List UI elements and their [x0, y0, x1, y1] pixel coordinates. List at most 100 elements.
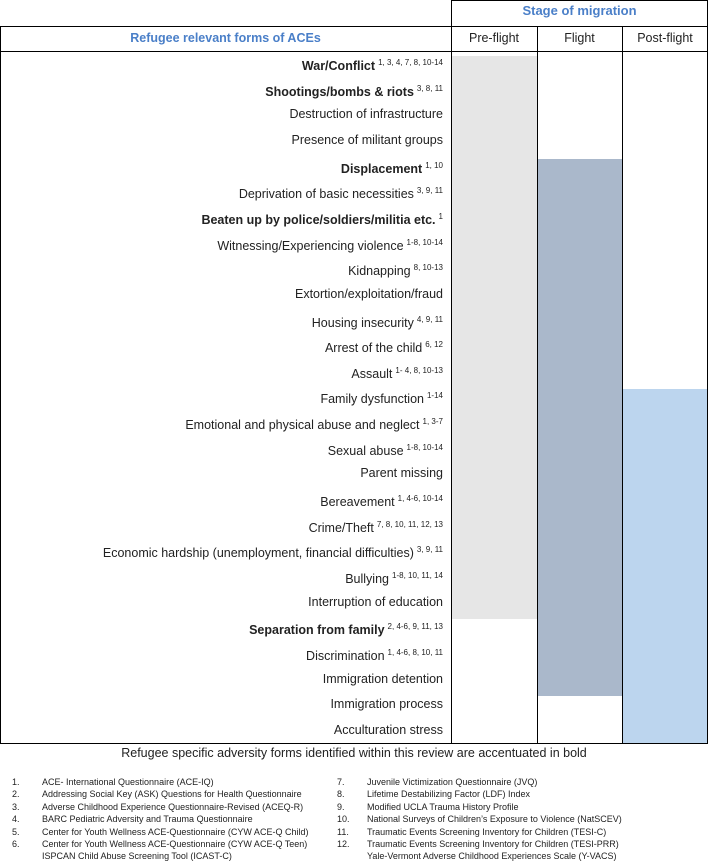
stage-bar-flight — [538, 158, 622, 697]
reference-item: 7. Juvenile Victimization Questionnaire (… — [337, 776, 537, 788]
reference-text: Traumatic Events Screening Inventory for… — [367, 826, 607, 837]
ace-row: Immigration process — [0, 693, 443, 719]
grid-line — [451, 26, 452, 744]
reference-text: Lifetime Destabilizing Factor (LDF) Inde… — [367, 789, 531, 800]
reference-item: 11. Traumatic Events Screening Inventory … — [337, 826, 606, 838]
ace-row: Beaten up by police/soldiers/militia etc… — [0, 206, 443, 232]
ace-label: Discrimination — [306, 648, 385, 663]
ace-row: Extortion/exploitation/fraud — [0, 283, 443, 309]
ace-label: Crime/Theft — [308, 520, 374, 535]
ace-label: Acculturation stress — [333, 722, 443, 737]
ace-refs: 1-8, 10, 11, 14 — [392, 571, 443, 580]
pre-flight-header: Pre-flight — [468, 31, 520, 45]
reference-text: BARC Pediatric Adversity and Trauma Ques… — [42, 814, 253, 825]
ace-refs: 1, 4-6, 10-14 — [397, 494, 443, 504]
ace-row: Discrimination 1, 4-6, 8, 10, 11 — [0, 642, 443, 668]
reference-item: 1. ACE- International Questionnaire (ACE-… — [12, 776, 214, 788]
grid-line — [451, 0, 452, 27]
reference-number: 11. — [337, 826, 349, 837]
ace-refs: 6, 12 — [425, 340, 443, 350]
ace-refs: 1, 4-6, 8, 10, 11 — [387, 647, 443, 657]
ace-row: Witnessing/Experiencing violence 1-8, 10-… — [0, 232, 443, 258]
reference-text: ACE- International Questionnaire (ACE-IQ… — [42, 777, 214, 787]
ace-label: Assault — [351, 366, 393, 381]
ace-refs: 3, 9, 11 — [416, 186, 443, 196]
ace-label: Immigration process — [330, 697, 443, 712]
grid-line — [0, 26, 1, 744]
ace-row: Deprivation of basic necessities 3, 9, 11 — [0, 180, 443, 206]
ace-row: Displacement 1, 10 — [0, 155, 443, 181]
reference-item: 2. Addressing Social Key (ASK) Questions … — [12, 788, 302, 800]
stage-of-migration-header: Stage of migration — [522, 3, 637, 18]
reference-text: Traumatic Events Screening Inventory for… — [367, 839, 619, 849]
ace-label: Destruction of infrastructure — [289, 107, 443, 122]
reference-item: 3. Adverse Childhood Experience Questionn… — [12, 801, 303, 813]
flight-header: Flight — [564, 31, 595, 45]
ace-refs: 1 — [438, 211, 443, 221]
reference-item: 5. Center for Youth Wellness ACE-Question… — [12, 826, 308, 838]
ace-row: Parent missing — [0, 462, 443, 488]
reference-number: 2. — [12, 789, 20, 800]
ace-refs: 1-8, 10-14 — [406, 442, 443, 452]
ace-row: Family dysfunction 1-14 — [0, 385, 443, 411]
ace-row: Housing insecurity 4, 9, 11 — [0, 309, 443, 335]
reference-item: ISPCAN Child Abuse Screening Tool (ICAST… — [12, 850, 232, 862]
reference-text: National Surveys of Children’s Exposure … — [367, 814, 622, 825]
ace-refs: 3, 9, 11 — [416, 545, 443, 555]
reference-text: Addressing Social Key (ASK) Questions fo… — [42, 789, 302, 800]
ace-refs: 1, 3, 4, 7, 8, 10-14 — [378, 58, 443, 67]
ace-refs: 1, 10 — [425, 160, 443, 170]
reference-item: 12. Traumatic Events Screening Inventory … — [337, 838, 619, 850]
ace-label: Witnessing/Experiencing violence — [217, 238, 404, 253]
ace-label: Arrest of the child — [324, 341, 423, 356]
reference-text: Center for Youth Wellness ACE-Questionna… — [42, 826, 309, 837]
ace-label: Family dysfunction — [320, 392, 424, 407]
ace-label: Immigration detention — [322, 671, 443, 686]
ace-label: Extortion/exploitation/fraud — [294, 286, 443, 301]
reference-item: 8. Lifetime Destabilizing Factor (LDF) In… — [337, 788, 530, 800]
ace-row: Emotional and physical abuse and neglect… — [0, 411, 443, 437]
caption: Refugee specific adversity forms identif… — [121, 746, 587, 760]
reference-number: 6. — [12, 839, 20, 849]
post-flight-header: Post-flight — [637, 31, 693, 45]
reference-text: Yale-Vermont Adverse Childhood Experienc… — [367, 851, 617, 862]
ace-row: Bullying 1-8, 10, 11, 14 — [0, 565, 443, 591]
forms-column-header: Refugee relevant forms of ACEs — [130, 31, 321, 45]
ace-row: Bereavement 1, 4-6, 10-14 — [0, 488, 443, 514]
grid-line — [0, 26, 708, 27]
ace-refs: 4, 9, 11 — [416, 314, 443, 324]
ace-label: Housing insecurity — [311, 315, 414, 330]
ace-row: Kidnapping 8, 10-13 — [0, 257, 443, 283]
grid-line — [451, 0, 708, 1]
reference-item: 6. Center for Youth Wellness ACE-Question… — [12, 838, 307, 850]
ace-label: Bullying — [345, 572, 389, 586]
ace-label: War/Conflict — [301, 59, 376, 73]
reference-number: 4. — [12, 814, 20, 825]
reference-number: 3. — [12, 801, 20, 812]
reference-number: 7. — [337, 777, 345, 787]
reference-item: 4. BARC Pediatric Adversity and Trauma Qu… — [12, 813, 253, 825]
ace-row: Economic hardship (unemployment, financi… — [0, 539, 443, 565]
ace-refs: 7, 8, 10, 11, 12, 13 — [376, 519, 443, 529]
reference-text: Center for Youth Wellness ACE-Questionna… — [42, 839, 308, 849]
ace-label: Bereavement — [320, 495, 395, 510]
reference-number: 12. — [337, 839, 350, 849]
ace-label: Economic hardship (unemployment, financi… — [102, 546, 414, 561]
ace-row: Acculturation stress — [0, 719, 443, 745]
ace-refs: 1- 4, 8, 10-13 — [395, 365, 443, 375]
ace-label: Deprivation of basic necessities — [238, 187, 414, 202]
ace-row: Crime/Theft 7, 8, 10, 11, 12, 13 — [0, 514, 443, 540]
ace-row: Assault 1- 4, 8, 10-13 — [0, 360, 443, 386]
grid-line — [0, 51, 708, 52]
reference-text: Modified UCLA Trauma History Profile — [367, 801, 519, 812]
reference-number: 5. — [12, 826, 20, 837]
ace-row: Separation from family 2, 4-6, 9, 11, 13 — [0, 616, 443, 642]
reference-number: 9. — [337, 801, 345, 812]
ace-row: Destruction of infrastructure — [0, 103, 443, 129]
ace-row: Immigration detention — [0, 668, 443, 694]
ace-label: Parent missing — [360, 466, 443, 481]
ace-row: Sexual abuse 1-8, 10-14 — [0, 437, 443, 463]
reference-item: 9. Modified UCLA Trauma History Profile — [337, 801, 519, 813]
ace-label: Interruption of education — [308, 594, 443, 609]
ace-label: Displacement — [340, 161, 423, 176]
